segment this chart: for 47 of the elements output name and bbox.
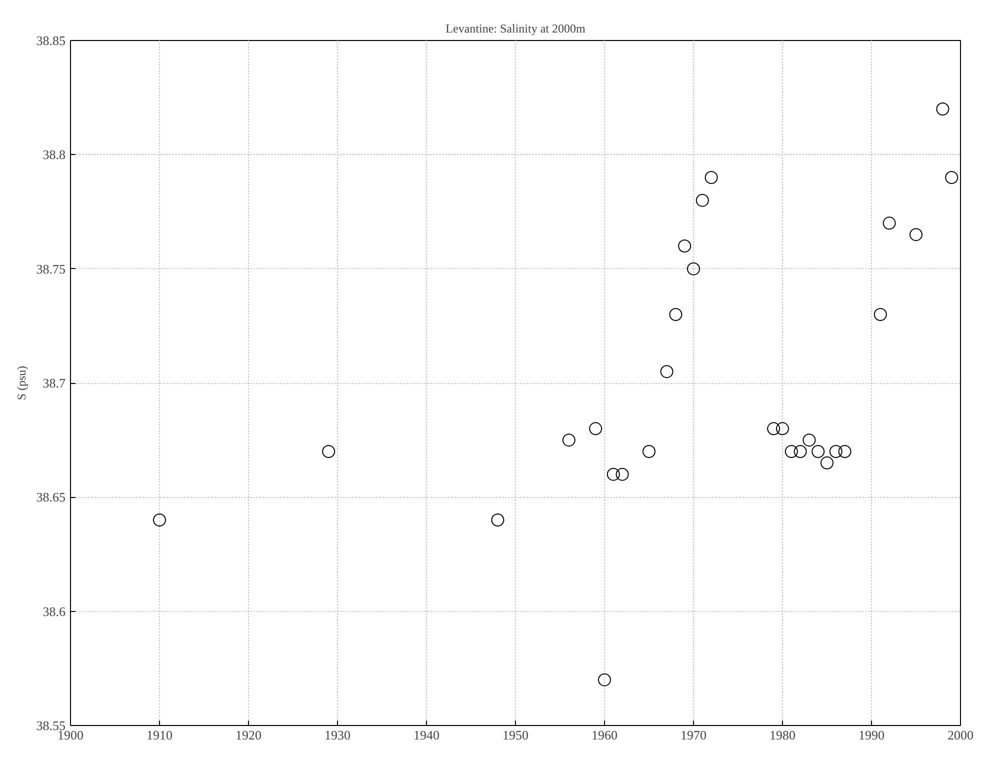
point <box>598 673 611 686</box>
point <box>704 171 718 184</box>
point <box>767 422 780 436</box>
x-tick-label: 1960 <box>592 728 618 742</box>
point <box>491 514 504 526</box>
point <box>838 445 852 458</box>
x-tick-label: 1920 <box>236 728 262 742</box>
point <box>562 434 576 447</box>
y-tick-label: 38.7 <box>42 376 66 390</box>
point <box>153 514 166 526</box>
x-tick-label: 1990 <box>858 728 884 742</box>
chart-title: Levantine: Salinity at 2000m <box>446 22 586 36</box>
point <box>784 445 798 458</box>
point <box>936 102 950 116</box>
y-tick-label: 38.85 <box>36 33 66 48</box>
point <box>874 308 887 321</box>
point <box>910 228 922 242</box>
y-tick-label: 38.65 <box>36 490 66 505</box>
x-tick-label: 1970 <box>680 728 706 742</box>
point <box>589 422 602 436</box>
point <box>776 422 789 436</box>
point <box>794 445 807 458</box>
point <box>812 445 825 458</box>
x-tick-label: 1940 <box>414 728 440 742</box>
x-tick-label: 1950 <box>502 728 528 742</box>
point <box>882 216 896 230</box>
point <box>687 262 700 276</box>
x-tick-label: 2000 <box>948 728 974 742</box>
point <box>820 456 834 470</box>
point <box>660 365 674 378</box>
point <box>802 434 816 447</box>
point <box>696 194 709 207</box>
point <box>642 445 656 458</box>
point <box>616 468 629 481</box>
x-tick-label: 1910 <box>146 728 172 742</box>
point <box>322 445 336 458</box>
point <box>606 468 620 481</box>
point <box>945 171 958 184</box>
y-axis-title: S (psu) <box>14 366 28 400</box>
x-tick-label: 1930 <box>324 728 350 742</box>
point <box>678 240 692 252</box>
point <box>829 445 842 458</box>
y-tick-label: 38.75 <box>36 261 66 276</box>
x-tick-label: 1980 <box>770 728 796 742</box>
y-tick-label: 38.8 <box>42 147 66 162</box>
point <box>669 308 682 321</box>
y-tick-label: 38.6 <box>42 604 66 619</box>
